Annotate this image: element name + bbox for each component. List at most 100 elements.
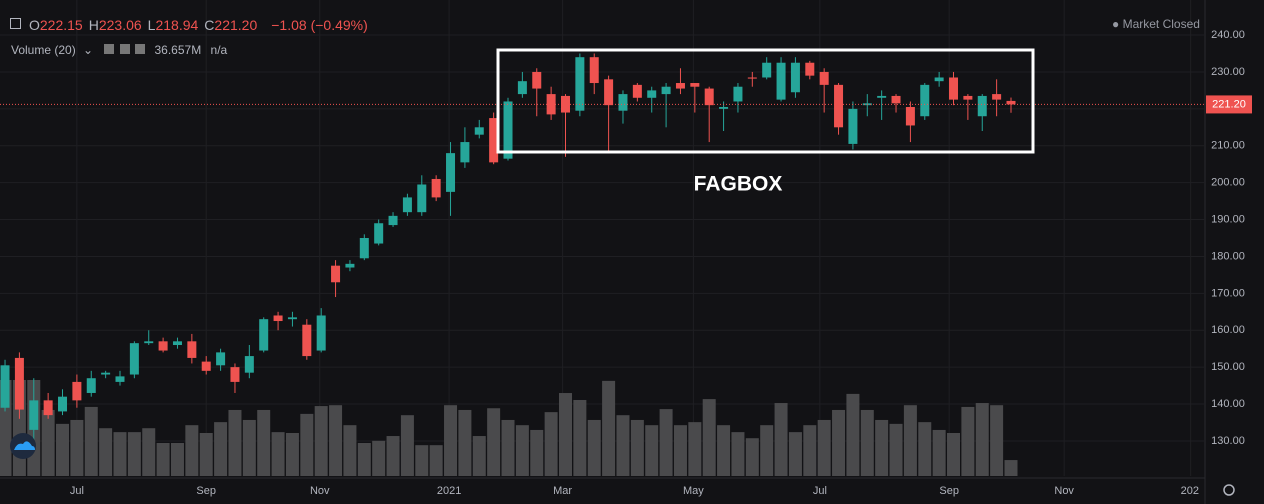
volume-bar [386,436,400,476]
candle-body [158,341,168,351]
last-price-label: 221.20 [1212,98,1246,110]
candle-body [560,95,570,113]
remove-icon[interactable] [135,44,146,54]
volume-bar [84,406,98,476]
volume-title: Volume (20) [11,43,76,57]
candle-body [920,84,930,117]
volume-bar [214,422,228,476]
candle-body [589,57,599,84]
volume-bar [0,380,12,476]
collapse-icon[interactable] [10,18,21,29]
ohlc-value: 221.20 [214,17,258,33]
volume-bar [544,412,558,476]
candle-body [129,343,139,375]
volume-bar [314,406,328,476]
volume-bar [429,445,443,476]
y-tick-label: 140.00 [1211,398,1245,410]
dropdown-icon[interactable]: ⌄ [83,43,94,57]
settings-icon[interactable] [1223,484,1235,496]
candle-body [431,178,441,198]
volume-bar [56,423,70,476]
ohlc-legend: O222.15 H223.06 L218.94 C221.20 −1.08 (−0.49… [10,17,368,33]
y-tick-label: 180.00 [1211,250,1245,262]
candle-body [115,376,125,382]
volume-bar [142,428,156,476]
ohlc-value: 218.94 [155,17,199,33]
candle-body [388,215,398,226]
candle-body [474,127,484,135]
volume-bar [745,438,759,476]
volume-bar [975,403,989,476]
volume-bar [673,425,687,476]
volume-bar [444,405,458,476]
candle-body [977,95,987,117]
candle-body [345,263,355,268]
volume-bar [515,425,529,476]
candle-body [331,265,341,283]
volume-bar [817,419,831,476]
y-tick-label: 200.00 [1211,177,1245,189]
x-tick-label: Sep [196,485,216,497]
settings-icon[interactable] [119,44,130,54]
volume-bar [774,403,788,476]
ohlc-label: O [29,17,40,33]
candle-body [819,71,829,85]
candle-body [417,184,427,213]
candle-body [58,396,68,412]
status-text: Market Closed [1122,17,1200,31]
y-tick-label: 150.00 [1211,361,1245,373]
volume-bar [602,380,616,476]
x-tick-label: Nov [310,485,330,497]
candle-body [905,107,915,126]
candle-body [776,62,786,100]
candle-body [733,86,743,102]
volume-bar [228,409,242,476]
volume-bar [961,406,975,476]
candle-body [72,381,82,401]
volume-bar [271,432,285,476]
candle-body [517,81,527,95]
volume-bar [99,428,113,476]
volume-bar [257,409,271,476]
ohlc-label: H [88,17,99,33]
candle-body [302,324,312,357]
volume-bar [788,432,802,476]
candle-body [719,107,729,109]
ohlc-value: 222.15 [39,17,83,33]
eye-icon[interactable] [104,44,115,54]
candle-body [1006,100,1016,105]
candle-body [402,197,412,213]
logo-icon [14,441,35,450]
candle-body [172,341,182,346]
volume-bar [731,432,745,476]
volume-bar [113,432,127,476]
candle-body [201,361,211,371]
candle-body [661,86,671,95]
volume-value: 36.657M [154,43,202,57]
candle-body [690,83,700,87]
volume-bar [803,425,817,476]
volume-bar [242,419,256,476]
volume-bar [300,413,314,476]
candle-body [29,400,39,430]
annotation-box [496,48,1035,154]
volume-bar [587,419,601,476]
candle-body [546,94,556,115]
volume-bar [487,408,501,476]
volume-legend: Volume (20) ⌄ 36.657M n/a [11,43,227,57]
volume-bar [846,393,860,476]
candle-body [704,88,714,106]
candle-body [805,62,815,76]
change: −1.08 (−0.49%) [271,17,368,33]
candle-body [963,95,973,100]
volume-bar [760,425,774,476]
volume-bar [860,409,874,476]
candle-body [503,101,513,159]
x-tick-label: Nov [1054,485,1074,497]
ohlc-values: O222.15 H223.06 L218.94 C221.20 [29,17,263,33]
x-tick-label: 202 [1181,485,1199,497]
candle-body [834,84,844,128]
candle-body [460,142,470,163]
x-tick-label: 2021 [437,485,461,497]
